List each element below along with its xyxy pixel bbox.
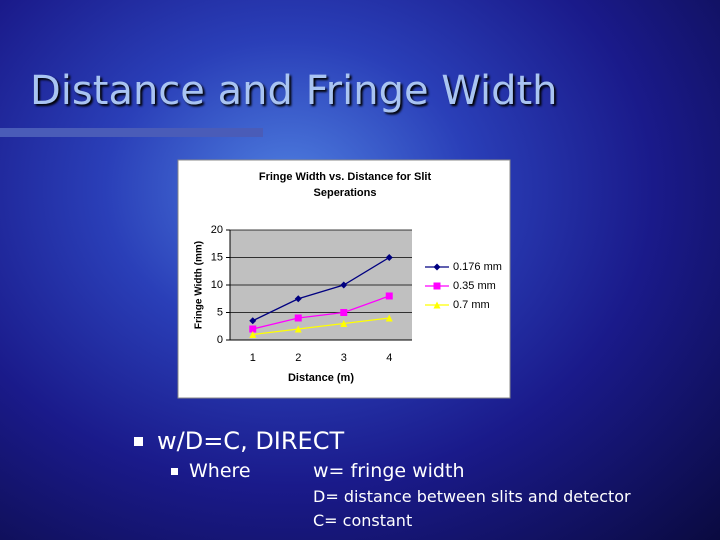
sub-bullet-line: C= constant (313, 511, 413, 530)
legend-label: 0.176 mm (453, 261, 502, 273)
y-tick-label: 10 (211, 279, 223, 291)
marker (249, 325, 257, 333)
marker (340, 309, 348, 316)
marker (249, 331, 257, 338)
marker (433, 282, 441, 290)
sub-bullet-label: Where (189, 460, 251, 482)
series-line (252, 256, 390, 322)
marker (294, 314, 302, 322)
bullet-marker (134, 437, 143, 446)
title-bar (0, 128, 263, 137)
x-tick-label: 3 (341, 352, 347, 364)
bullet-text: w/D=C, DIRECT (157, 427, 345, 455)
marker (294, 325, 302, 333)
legend-label: 0.7 mm (453, 299, 490, 311)
y-tick-label: 15 (211, 251, 223, 263)
slide-title: Distance and Fringe Width (30, 68, 558, 114)
y-tick-label: 0 (217, 334, 223, 346)
y-axis-label: Fringe Width (mm) (194, 241, 205, 329)
marker (340, 281, 348, 289)
sub-bullet-line: w= fringe width (313, 460, 465, 482)
y-tick-label: 5 (217, 306, 223, 318)
marker (433, 263, 441, 271)
marker (294, 295, 302, 303)
x-tick-label: 4 (386, 352, 392, 364)
legend-label: 0.35 mm (453, 280, 496, 292)
chart-title: Fringe Width vs. Distance for Slit Sepera… (259, 171, 432, 199)
marker (340, 320, 348, 327)
marker (385, 254, 393, 261)
x-axis-label: Distance (m) (288, 372, 354, 384)
bullet-marker (171, 468, 178, 475)
sub-bullet-line: D= distance between slits and detector (313, 487, 631, 506)
series-line (252, 317, 390, 336)
marker (385, 314, 393, 322)
x-tick-label: 1 (250, 352, 256, 364)
y-tick-label: 20 (211, 224, 223, 236)
marker (249, 317, 257, 325)
marker (385, 292, 393, 300)
marker (433, 301, 441, 309)
series-line (252, 295, 390, 330)
x-tick-label: 2 (295, 352, 301, 364)
